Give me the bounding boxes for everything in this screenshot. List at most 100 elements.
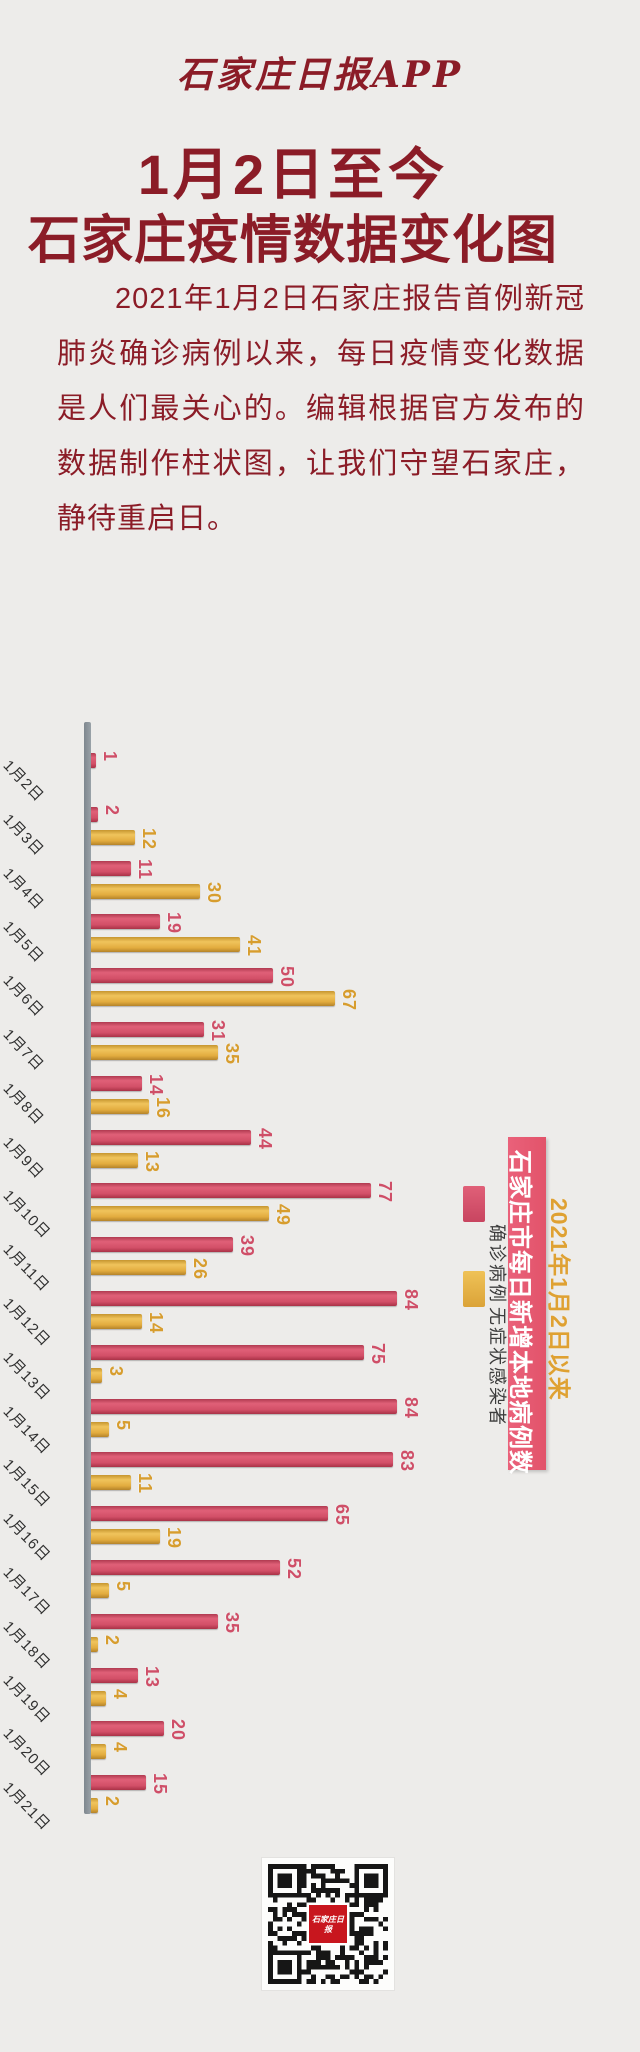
- confirmed-value-label: 19: [164, 912, 185, 935]
- legend-swatch-asymptomatic: [463, 1271, 485, 1307]
- asymptomatic-bar: [91, 1260, 186, 1276]
- asymptomatic-value-label: 4: [109, 1688, 130, 1700]
- confirmed-bar: [91, 1452, 394, 1468]
- asymptomatic-bar: [91, 1206, 270, 1222]
- asymptomatic-value-label: 30: [204, 881, 225, 904]
- confirmed-value-label: 83: [397, 1450, 418, 1473]
- date-label: 1月10日: [0, 1187, 54, 1243]
- confirmed-value-label: 14: [145, 1073, 166, 1096]
- confirmed-value-label: 39: [236, 1235, 257, 1258]
- asymptomatic-value-label: 16: [153, 1096, 174, 1119]
- confirmed-bar: [91, 753, 96, 768]
- date-label: 1月16日: [0, 1510, 54, 1566]
- title-line2: 石家庄疫情数据变化图: [27, 212, 558, 270]
- asymptomatic-value-label: 2: [102, 1796, 123, 1808]
- confirmed-bar: [91, 1560, 281, 1575]
- date-label: 1月2日: [0, 757, 48, 806]
- confirmed-value-label: 20: [167, 1719, 188, 1742]
- asymptomatic-bar: [91, 1529, 161, 1545]
- asymptomatic-value-label: 35: [222, 1043, 243, 1066]
- chart-subtitle-text: 2021年1月2日以来: [546, 1198, 572, 1401]
- asymptomatic-bar: [91, 1475, 132, 1491]
- date-label: 1月3日: [0, 810, 48, 860]
- date-label: 1月7日: [0, 1026, 48, 1075]
- asymptomatic-bar: [91, 1744, 106, 1760]
- legend-swatch-confirmed: [463, 1186, 485, 1222]
- confirmed-value-label: 84: [400, 1289, 421, 1312]
- confirmed-bar: [91, 1721, 164, 1737]
- chart-title-banner: [508, 1137, 546, 1470]
- asymptomatic-bar: [91, 991, 335, 1007]
- confirmed-value-label: 2: [102, 804, 123, 816]
- date-label: 1月5日: [0, 918, 48, 967]
- date-label: 1月13日: [0, 1348, 54, 1404]
- confirmed-value-label: 52: [284, 1558, 305, 1581]
- date-label: 1月18日: [0, 1617, 54, 1673]
- asymptomatic-value-label: 13: [142, 1150, 163, 1173]
- confirmed-bar: [91, 968, 273, 984]
- asymptomatic-value-label: 5: [113, 1581, 134, 1593]
- asymptomatic-bar: [91, 1045, 219, 1060]
- chart-axis: [84, 722, 91, 1814]
- date-label: 1月14日: [0, 1402, 54, 1458]
- confirmed-value-label: 75: [368, 1342, 388, 1365]
- chart-title-text: 石家庄市每日新增本地病例数: [506, 1150, 533, 1475]
- date-label: 1月11日: [0, 1241, 53, 1296]
- confirmed-value-label: 84: [400, 1396, 421, 1419]
- asymptomatic-value-label: 14: [145, 1312, 166, 1335]
- asymptomatic-bar: [91, 1152, 139, 1168]
- confirmed-bar: [91, 1506, 328, 1522]
- confirmed-bar: [91, 1291, 397, 1306]
- asymptomatic-value-label: 12: [138, 827, 159, 850]
- qr-code: 石家庄日报: [262, 1858, 394, 1990]
- asymptomatic-value-label: 11: [135, 1473, 156, 1495]
- confirmed-bar: [91, 1344, 364, 1360]
- date-label: 1月15日: [0, 1456, 54, 1512]
- asymptomatic-bar: [91, 1314, 142, 1329]
- date-label: 1月6日: [0, 972, 48, 1021]
- confirmed-value-label: 65: [331, 1504, 352, 1527]
- date-label: 1月19日: [0, 1671, 54, 1727]
- confirmed-value-label: 1: [100, 751, 120, 763]
- asymptomatic-bar: [91, 1690, 106, 1706]
- confirmed-bar: [91, 1183, 372, 1199]
- asymptomatic-bar: [91, 1098, 150, 1114]
- asymptomatic-value-label: 49: [273, 1204, 294, 1227]
- confirmed-bar: [91, 1022, 204, 1037]
- date-label: 1月8日: [0, 1079, 48, 1129]
- confirmed-bar: [91, 1075, 142, 1091]
- confirmed-value-label: 77: [375, 1181, 396, 1204]
- date-label: 1月21日: [0, 1779, 54, 1835]
- confirmed-bar: [91, 1237, 233, 1253]
- date-label: 1月17日: [0, 1564, 54, 1620]
- asymptomatic-bar: [91, 1367, 102, 1383]
- asymptomatic-value-label: 26: [189, 1258, 210, 1281]
- qr-pattern: [268, 1864, 388, 1984]
- asymptomatic-value-label: 3: [105, 1365, 126, 1377]
- newspaper-logo: 石家庄日报APP: [176, 54, 464, 96]
- confirmed-bar: [91, 860, 132, 876]
- qr-center-logo: 石家庄日报: [307, 1903, 349, 1945]
- asymptomatic-bar: [91, 1636, 99, 1652]
- intro-paragraph: 2021年1月2日石家庄报告首例新冠肺炎确诊病例以来，每日疫情变化数据是人们最关…: [57, 283, 585, 535]
- confirmed-bar: [91, 1129, 252, 1145]
- date-label: 1月4日: [0, 864, 48, 913]
- confirmed-bar: [91, 1398, 397, 1414]
- asymptomatic-bar: [91, 937, 241, 953]
- date-label: 1月9日: [0, 1133, 48, 1182]
- asymptomatic-bar: [91, 1798, 99, 1814]
- confirmed-bar: [91, 1667, 139, 1683]
- asymptomatic-bar: [91, 1421, 110, 1437]
- asymptomatic-value-label: 4: [109, 1742, 130, 1754]
- confirmed-value-label: 13: [142, 1665, 163, 1688]
- confirmed-bar: [91, 1613, 219, 1629]
- confirmed-bar: [91, 1775, 146, 1791]
- asymptomatic-value-label: 5: [113, 1419, 134, 1431]
- date-label: 1月20日: [0, 1725, 54, 1781]
- asymptomatic-value-label: 2: [102, 1634, 123, 1646]
- title-line1: 1月2日至今: [137, 143, 449, 206]
- asymptomatic-value-label: 19: [164, 1527, 185, 1550]
- confirmed-value-label: 31: [207, 1020, 228, 1043]
- confirmed-value-label: 15: [149, 1773, 170, 1796]
